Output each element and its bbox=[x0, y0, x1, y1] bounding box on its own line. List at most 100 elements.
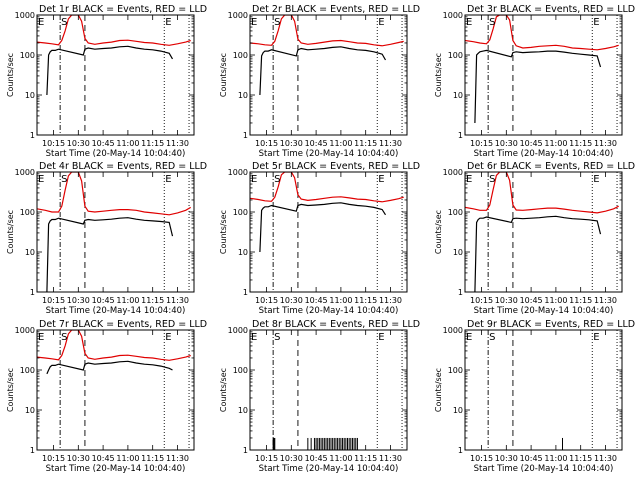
plot-area bbox=[37, 330, 191, 450]
panel-title: Det 8r BLACK = Events, RED = LLD bbox=[252, 319, 420, 330]
y-tick-label: 100 bbox=[448, 208, 463, 217]
x-axis-label: Start Time (20-May-14 10:04:40) bbox=[474, 464, 614, 474]
y-tick-label: 100 bbox=[233, 366, 248, 375]
marker-label: S bbox=[274, 174, 280, 185]
y-tick-label: 1000 bbox=[228, 11, 248, 20]
x-tick-label: 10:30 bbox=[495, 296, 518, 305]
y-tick-label: 1000 bbox=[15, 11, 35, 20]
y-tick-label: 100 bbox=[20, 366, 35, 375]
plot-frame bbox=[36, 14, 195, 136]
x-axis-label: Start Time (20-May-14 10:04:40) bbox=[474, 149, 614, 159]
plot-frame bbox=[464, 329, 623, 451]
x-tick-label: 11:15 bbox=[141, 296, 164, 305]
marker-label: E bbox=[251, 332, 257, 343]
plot-frame bbox=[249, 171, 408, 293]
plot-area bbox=[37, 15, 191, 135]
y-tick-label: 1000 bbox=[228, 326, 248, 335]
x-tick-label: 11:30 bbox=[166, 454, 189, 463]
x-tick-label: 10:45 bbox=[520, 139, 543, 148]
y-tick-label: 1000 bbox=[443, 168, 463, 177]
x-axis-label: Start Time (20-May-14 10:04:40) bbox=[46, 149, 186, 159]
x-tick-label: 11:00 bbox=[544, 296, 567, 305]
y-axis-label: Counts/sec bbox=[434, 53, 443, 97]
y-tick-label: 1 bbox=[243, 288, 248, 297]
x-tick-label: 11:30 bbox=[166, 139, 189, 148]
panel-title: Det 1r BLACK = Events, RED = LLD bbox=[39, 4, 207, 15]
plot-frame bbox=[249, 329, 408, 451]
lld-series-line bbox=[250, 172, 404, 203]
y-tick-label: 10 bbox=[25, 91, 35, 100]
x-tick-label: 10:45 bbox=[305, 454, 328, 463]
y-tick-label: 1 bbox=[243, 131, 248, 140]
marker-label: E bbox=[378, 174, 384, 185]
marker-label: S bbox=[489, 174, 495, 185]
x-tick-label: 10:45 bbox=[305, 139, 328, 148]
x-tick-label: 11:30 bbox=[379, 296, 402, 305]
marker-label: S bbox=[274, 332, 280, 343]
y-tick-label: 1 bbox=[30, 446, 35, 455]
marker-label: S bbox=[61, 174, 67, 185]
x-tick-label: 10:15 bbox=[42, 454, 65, 463]
y-tick-label: 1 bbox=[30, 131, 35, 140]
x-tick-label: 11:30 bbox=[166, 296, 189, 305]
panel-det-8: Det 8r BLACK = Events, RED = LLD E S E 1 10 10… bbox=[219, 319, 420, 474]
marker-label: E bbox=[251, 17, 257, 28]
plot-area bbox=[250, 330, 403, 450]
plot-area bbox=[250, 172, 404, 292]
x-tick-label: 10:30 bbox=[495, 454, 518, 463]
y-tick-label: 10 bbox=[238, 248, 248, 257]
x-axis-label: Start Time (20-May-14 10:04:40) bbox=[259, 149, 399, 159]
marker-label: E bbox=[165, 17, 171, 28]
plot-frame bbox=[464, 14, 623, 136]
x-tick-label: 11:30 bbox=[594, 454, 617, 463]
plot-frame bbox=[249, 14, 408, 136]
x-tick-label: 10:15 bbox=[255, 296, 278, 305]
y-axis-label: Counts/sec bbox=[434, 210, 443, 254]
marker-label: E bbox=[593, 332, 599, 343]
panel-det-2: Det 2r BLACK = Events, RED = LLD E S E 1 10 10… bbox=[219, 4, 420, 159]
x-tick-label: 10:30 bbox=[67, 296, 90, 305]
x-tick-label: 10:45 bbox=[520, 454, 543, 463]
events-series-line bbox=[46, 360, 173, 375]
y-tick-label: 1 bbox=[458, 131, 463, 140]
x-axis-label: Start Time (20-May-14 10:04:40) bbox=[474, 306, 614, 316]
y-tick-label: 1000 bbox=[228, 168, 248, 177]
x-tick-label: 10:45 bbox=[92, 296, 115, 305]
panel-det-4: Det 4r BLACK = Events, RED = LLD E S E 1 10 10… bbox=[6, 161, 207, 316]
x-tick-label: 10:30 bbox=[495, 139, 518, 148]
x-axis-label: Start Time (20-May-14 10:04:40) bbox=[259, 306, 399, 316]
lld-series-line bbox=[37, 172, 192, 216]
marker-label: E bbox=[165, 332, 171, 343]
x-tick-label: 11:15 bbox=[141, 454, 164, 463]
x-tick-label: 11:00 bbox=[544, 454, 567, 463]
x-tick-label: 10:45 bbox=[92, 454, 115, 463]
y-tick-label: 100 bbox=[20, 208, 35, 217]
lld-series-line bbox=[250, 15, 404, 47]
marker-label: S bbox=[489, 17, 495, 28]
marker-label: S bbox=[489, 332, 495, 343]
y-tick-label: 1 bbox=[458, 446, 463, 455]
x-tick-label: 10:15 bbox=[470, 139, 493, 148]
panel-title: Det 7r BLACK = Events, RED = LLD bbox=[39, 319, 207, 330]
y-tick-label: 100 bbox=[448, 51, 463, 60]
x-tick-label: 10:15 bbox=[470, 454, 493, 463]
x-tick-label: 11:00 bbox=[116, 139, 139, 148]
y-tick-label: 10 bbox=[238, 91, 248, 100]
panel-det-9: Det 9r BLACK = Events, RED = LLD E S E 1 10 10… bbox=[434, 319, 635, 474]
marker-label: E bbox=[38, 174, 44, 185]
x-tick-label: 11:00 bbox=[544, 139, 567, 148]
marker-label: E bbox=[593, 174, 599, 185]
x-tick-label: 10:30 bbox=[67, 139, 90, 148]
y-tick-label: 1000 bbox=[443, 11, 463, 20]
events-series-line bbox=[474, 49, 602, 124]
x-tick-label: 11:00 bbox=[116, 454, 139, 463]
panel-det-3: Det 3r BLACK = Events, RED = LLD E S E 1 10 10… bbox=[434, 4, 635, 159]
x-tick-label: 10:30 bbox=[280, 139, 303, 148]
y-tick-label: 1 bbox=[458, 288, 463, 297]
plot-area bbox=[250, 15, 404, 135]
marker-label: E bbox=[378, 332, 384, 343]
x-tick-label: 10:15 bbox=[255, 454, 278, 463]
x-tick-label: 11:30 bbox=[379, 454, 402, 463]
panel-title: Det 9r BLACK = Events, RED = LLD bbox=[467, 319, 635, 330]
panel-title: Det 2r BLACK = Events, RED = LLD bbox=[252, 4, 420, 15]
